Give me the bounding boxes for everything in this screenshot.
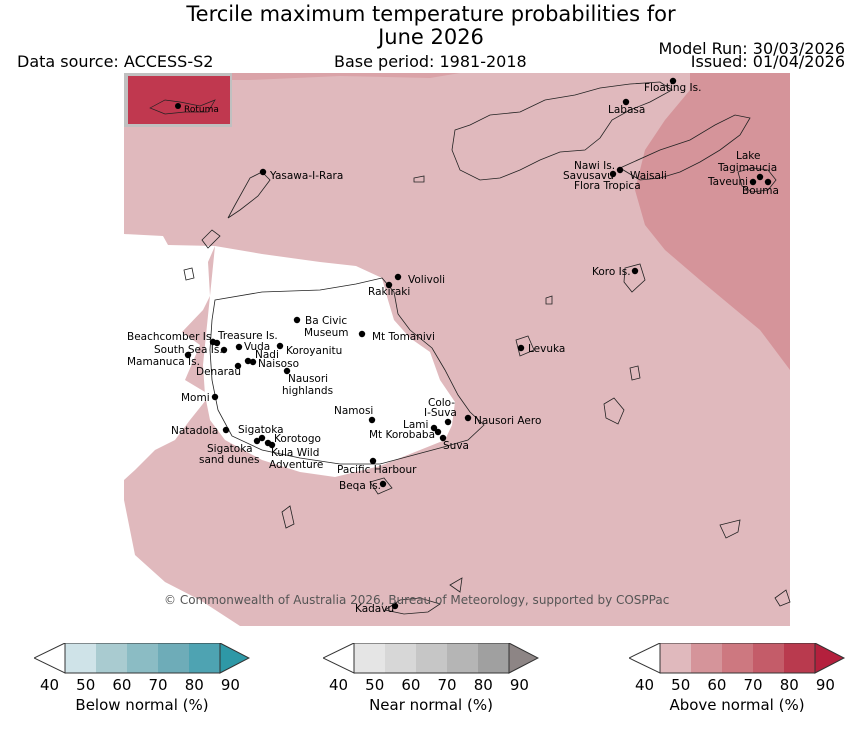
place-label: Yasawa-I-Rara [269,170,343,182]
place-label: Momi [181,392,210,404]
base-period: Base period: 1981-2018 [334,52,527,71]
place-label: Naisoso [258,358,299,370]
place-label: Denarau [196,366,241,378]
place-label: Treasure Is. [217,330,278,342]
place-label: Flora Tropica [574,180,641,192]
model-run: Model Run: 30/03/2026 [658,39,846,58]
no-signal-viti-levu [203,246,455,477]
legend-below-normal [34,643,250,674]
place-label: Mamanuca Is. [127,356,200,368]
map-title-line2: June 2026 [378,25,484,49]
place-label: Colo- [428,397,455,409]
place-label: Nausori Aero [474,415,541,427]
place-label: Pacific Harbour [337,464,417,476]
place-label: Korotogo [274,433,321,445]
near-normal-label: Near normal (%) [369,696,493,714]
place-label: Kula Wild [271,447,319,459]
place-label: Lake [736,150,760,162]
place-label: Nausori [288,373,328,385]
rotuma-coast [149,99,216,115]
place-label: Koroyanitu [286,345,342,357]
place-label: Beachcomber Is. [127,331,215,343]
place-label: Sigatoka [238,424,284,436]
place-label: Volivoli [408,274,445,286]
place-label: I-Suva [424,407,457,419]
place-label: Savusavu [563,170,614,182]
place-label: Floating Is. [644,82,701,94]
place-label: South Sea Is. [154,344,223,356]
above-normal-ticks: 40 50 60 70 80 90 [635,676,835,694]
place-label: sand dunes [199,454,259,466]
place-label: Nadi [255,349,279,361]
place-label: Museum [304,327,349,339]
place-label: Koro Is. [592,266,631,278]
near-normal-ticks: 40 50 60 70 80 90 [329,676,529,694]
place-label: Labasa [608,104,645,116]
place-label: Beqa Is. [339,480,381,492]
legend-above-normal [629,643,846,674]
place-markers [184,77,772,610]
place-label: Bouma [742,185,779,197]
place-label: Nawi Is. [574,160,615,172]
no-signal-south [124,500,240,626]
place-label: Adventure [269,459,323,471]
place-label: Vuda [244,341,270,353]
place-label: highlands [282,385,333,397]
rotuma-label: Rotuma [184,105,219,115]
place-label: Mt Korobaba [369,429,435,441]
place-label: Taveuni [707,176,748,188]
rotuma-inset [128,76,230,124]
above-50-60-region [635,73,790,370]
place-label: Mt Tomanivi [372,331,435,343]
map-title-line1: Tercile maximum temperature probabilitie… [186,2,676,26]
rotuma-marker [175,103,181,109]
copyright-note: © Commonwealth of Australia 2026, Bureau… [164,593,669,607]
place-label: Suva [443,440,469,452]
issued-date: Issued: 01/04/2026 [690,52,845,71]
above-normal-label: Above normal (%) [669,696,805,714]
data-source: Data source: ACCESS-S2 [17,52,214,71]
place-label: Natadola [171,425,218,437]
place-label: Namosi [334,405,373,417]
place-label: Rakiraki [368,286,410,298]
place-label: Waisali [630,170,667,182]
place-label: Ba Civic [305,315,347,327]
place-label: Levuka [528,343,565,355]
legend-near-normal [323,643,539,674]
place-label: Tagimaucia [717,162,777,174]
place-label: Kadavu [355,603,394,615]
below-normal-ticks: 40 50 60 70 80 90 [40,676,240,694]
place-label: Lami [403,419,428,431]
place-label: Sigatoka [207,443,253,455]
below-normal-label: Below normal (%) [75,696,209,714]
no-signal-west [124,234,215,480]
